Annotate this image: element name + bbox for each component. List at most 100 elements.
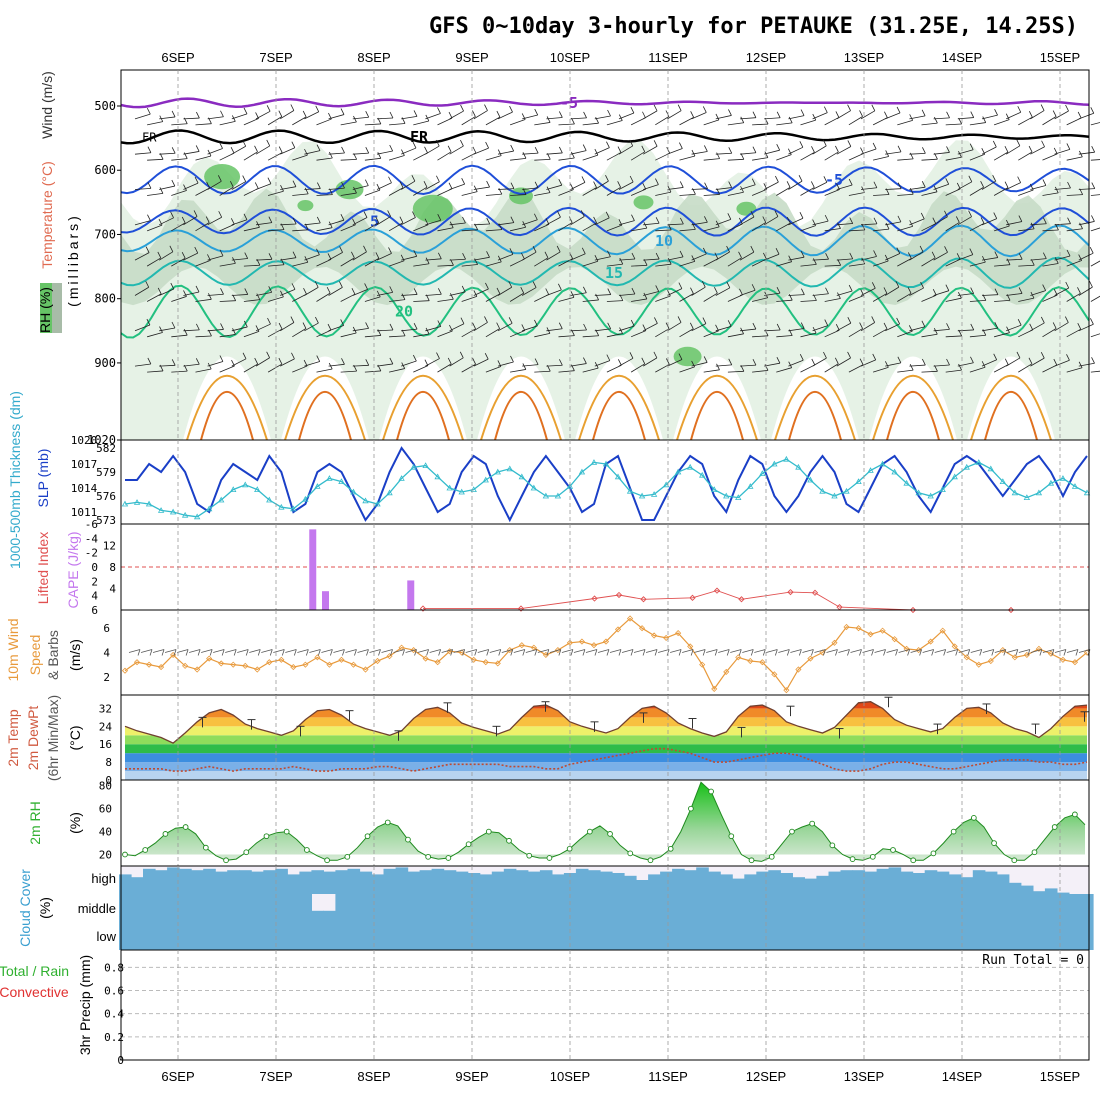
wind-barb-flag [849,252,854,260]
rh-point [991,840,997,846]
wind-barb-flag [291,141,296,148]
wind-barb [509,330,525,338]
wind-barb [328,152,345,155]
wind-speed-point [1047,650,1054,657]
cloud-panel [119,866,1094,950]
cloud-cell [575,868,589,894]
wind-barb-flag [510,216,515,223]
thickness-point [266,496,273,503]
wind-barb [171,296,187,302]
wind-barb [497,322,513,332]
wind-barb-flag [958,151,962,158]
wind10-barb [164,649,177,653]
cloud-cell [167,922,180,950]
wind10-barb-flag [654,649,658,656]
wind10-barb [417,649,429,653]
temp2m-tick: 16 [99,738,112,751]
wind-barb [667,187,684,190]
wind-barb-flag [364,283,368,290]
wind-barb-flag [607,322,612,330]
wind-barb [558,222,573,232]
wind-barb-flag [897,215,902,223]
wind-barb [1042,192,1059,196]
wind-speed-point [951,643,958,650]
wind10-barb-flag [798,649,802,656]
wind-barb [400,180,416,190]
dry-dome [281,356,369,440]
wind10-barb-flag [510,649,514,656]
wind10-barb-flag [618,649,622,656]
cloud-cell [347,894,361,922]
wind-barb-flag [1040,351,1045,359]
wind-barb-flag [556,245,561,253]
wind-barb [522,187,539,190]
wind-barb [981,257,998,261]
wind10-barb [549,649,561,653]
wind-barb [606,333,623,338]
warm-contour [676,375,758,441]
wind-barb [1078,112,1094,120]
wind-barb [860,148,877,155]
wind10-barb-flag [522,649,526,656]
wind-barb [812,325,828,332]
wind-barb-flag [278,357,283,365]
wind-barb-flag [351,288,356,295]
wind-barb-flag [486,217,491,225]
wind-speed-point [242,662,249,669]
wind-barb-flag [389,323,394,331]
wind10-barb-flag [871,649,874,656]
wind-speed-point [518,642,525,649]
wind-barb-flag [254,182,259,189]
wind10-barb-flag [342,649,345,656]
rh-green-patch [297,199,314,212]
wind-barb-flag [703,356,708,363]
cloud-cell [155,922,168,950]
wind-barb [836,322,852,332]
cloud-cell [419,922,433,950]
wind10-barb [561,649,574,653]
upper-temp-label: Temperature (°C) [39,161,55,269]
wind-barb [1090,194,1100,196]
thickness-point [879,460,886,467]
wind-barb-flag [316,355,321,362]
wind-barb [1090,122,1100,126]
wind-speed-point [374,657,381,665]
wind-barb-flag [605,211,610,219]
wind-barb-flag [704,182,708,189]
wind-barb [606,263,623,267]
wind-barb-flag [1077,287,1081,294]
wind10-barb-flag [257,649,261,656]
li-line [423,590,1011,611]
cloud-cell [179,894,192,922]
wind-barb [981,359,997,367]
wind-barb [655,229,672,232]
thickness-point [783,455,790,462]
li-tick: 2 [91,575,98,588]
rh-point [162,831,169,837]
cloud-cell [491,894,505,922]
wind-barb-flag [728,358,733,366]
cloud-cell [972,894,986,922]
thickness-point [987,465,994,472]
rh2m-units: (%) [67,812,83,834]
cloud-cell [1081,894,1094,922]
wind-speed-point [987,657,994,665]
wind-speed-point [158,664,165,671]
cloud-cell [588,870,601,894]
wind-barb [969,366,986,373]
wind-speed-point [614,626,622,633]
wind-barb [788,294,805,296]
wind-barb-flag [726,281,731,288]
thickness-point [398,475,405,481]
wind-barb-flag [835,324,840,331]
wind-barb [207,216,222,226]
wind-barb [243,151,258,161]
wind-barb [522,114,538,120]
wind-barb-flag [834,357,839,364]
wind-barb-flag [303,287,307,295]
top-day-label: 15SEP [1040,50,1080,65]
wind-barb-flag [1030,222,1035,230]
wind-speed-point [651,632,658,639]
rh-point [122,851,128,858]
cloud-cell [924,894,938,922]
